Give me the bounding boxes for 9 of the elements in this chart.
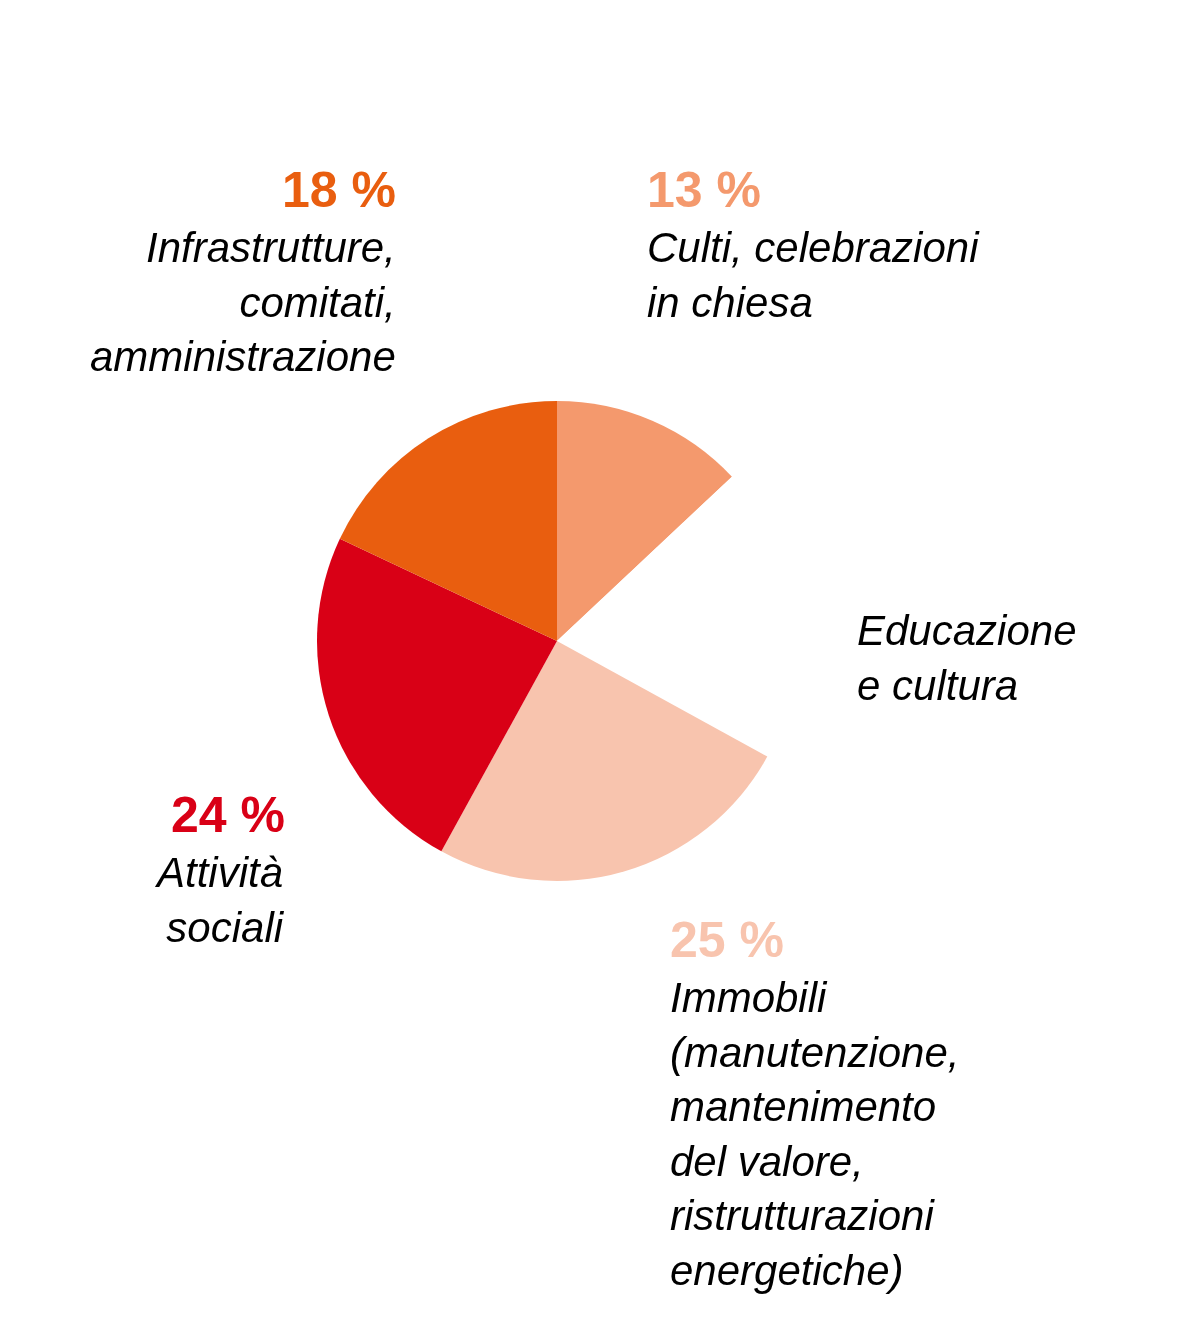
data-label: 24 % — [171, 787, 285, 843]
data-label: 25 % — [670, 912, 784, 968]
slice-label: Infrastrutture, comitati, amministrazione — [90, 224, 396, 381]
data-label: 18 % — [282, 162, 396, 218]
slice-label: Attività sociali — [154, 849, 285, 951]
slice-label: Immobili (manutenzione, mantenimento del valore, ristrutturazioni energetiche) — [670, 974, 960, 1294]
data-label: 13 % — [647, 162, 761, 218]
slice-label: Educazione e cultura — [857, 607, 1077, 709]
slice-label: Culti, celebrazioni in chiesa — [647, 224, 981, 326]
